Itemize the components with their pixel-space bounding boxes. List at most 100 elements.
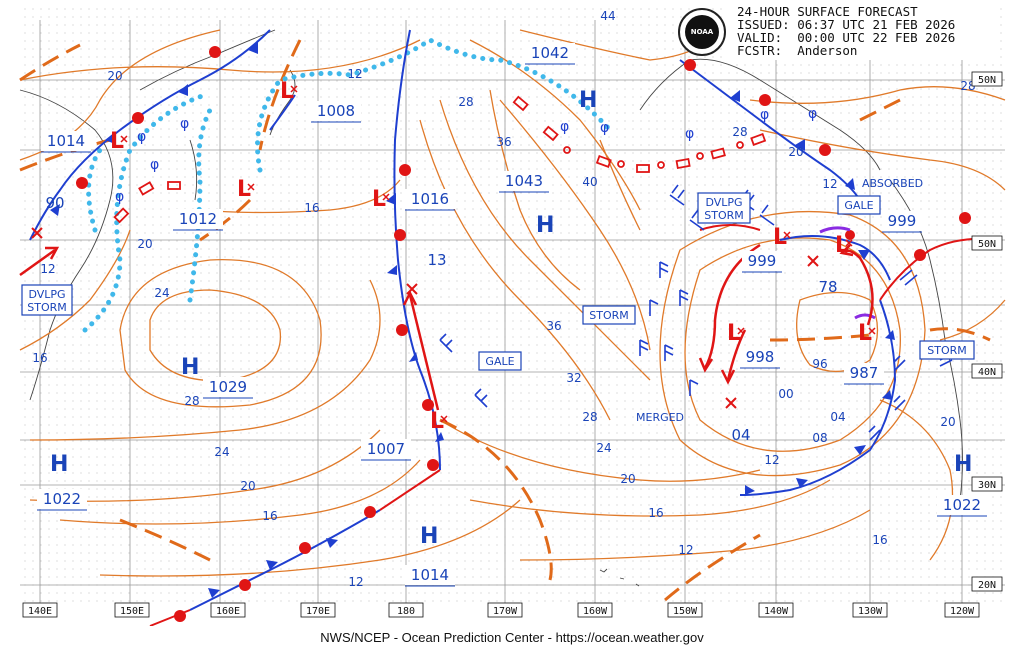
svg-text:L: L	[372, 187, 386, 212]
isobar-label: 12	[347, 67, 362, 81]
pressure-value-l: 998	[746, 348, 775, 366]
latitude-label-box	[971, 235, 1003, 251]
svg-text:H: H	[954, 452, 972, 477]
isobar-label: 24	[154, 286, 169, 300]
isobar-label: 16	[32, 351, 47, 365]
svg-text:H: H	[536, 213, 554, 238]
isobar-label: 16	[872, 533, 887, 547]
isobar-label: 20	[107, 69, 122, 83]
svg-text:φ: φ	[600, 120, 609, 136]
gale-label-center: GALE	[485, 355, 514, 368]
low-symbol-x	[120, 85, 876, 423]
svg-text:H: H	[50, 452, 68, 477]
isobar-label: 12	[764, 453, 779, 467]
gale-label-east: GALE	[844, 199, 873, 212]
svg-text:L: L	[727, 321, 741, 346]
latitude-axis: 50N 40N 30N 20N 50N	[971, 71, 1003, 592]
latitude-label: 50N	[978, 239, 996, 250]
svg-text:L: L	[110, 129, 124, 154]
dvlpg-storm-west-line2: STORM	[27, 301, 67, 314]
pressure-value-h: 1022	[943, 496, 981, 514]
isobar-label: 28	[458, 95, 473, 109]
longitude-label: 170W	[493, 606, 518, 617]
longitude-label-box	[210, 602, 246, 618]
isobar-label: 32	[566, 371, 581, 385]
latitude-label-box	[971, 363, 1003, 379]
blue-phi-symbols: φφφ φφ φ φφ φ	[115, 106, 817, 205]
pressure-value-box	[742, 251, 782, 271]
svg-text:φ: φ	[115, 189, 124, 205]
latitude-label-box	[971, 71, 1003, 87]
forecast-header: 24-HOUR SURFACE FORECAST ISSUED: 06:37 U…	[728, 2, 996, 60]
isobar-label: 04	[830, 410, 845, 424]
isobar-label: 00	[778, 387, 793, 401]
isobar-label: 24	[214, 445, 229, 459]
svg-text:L: L	[835, 233, 849, 258]
noaa-logo-text: NOAA	[685, 15, 719, 49]
pressure-value-box	[844, 363, 884, 383]
svg-text:φ: φ	[137, 129, 146, 145]
ice-edge	[82, 37, 613, 333]
longitude-label-box	[300, 602, 336, 618]
pressure-value-box	[882, 211, 922, 231]
longitude-label-box	[577, 602, 613, 618]
pressure-value-box	[203, 377, 253, 397]
pressure-value-box	[937, 495, 987, 515]
troughs	[19, 39, 991, 602]
longitude-label: 160W	[583, 606, 608, 617]
isobar-label: 12	[678, 543, 693, 557]
svg-text:L: L	[430, 409, 444, 434]
pressure-value-box	[740, 347, 780, 367]
isobar-label: 96	[812, 357, 827, 371]
isobar-label: 16	[648, 506, 663, 520]
absorbed-label: ABSORBED	[862, 177, 923, 190]
isobar-label: 40	[582, 175, 597, 189]
header-title: 24-HOUR SURFACE FORECAST	[737, 4, 918, 19]
isobar-label: 13	[427, 251, 446, 269]
isobar-label: 44	[600, 9, 615, 23]
low-center-markers	[31, 227, 819, 409]
longitude-label: 130W	[858, 606, 883, 617]
isobar-label: 90	[45, 194, 64, 212]
noaa-logo: NOAA	[678, 8, 726, 56]
pressure-value-l: 1008	[317, 102, 355, 120]
merged-label: MERGED	[636, 411, 684, 424]
pressure-value-l: 999	[888, 212, 917, 230]
header-forecaster: FCSTR: Anderson	[737, 43, 858, 58]
dvlpg-storm-west-line1: DVLPG	[28, 288, 65, 301]
pressure-values: 1029 1022 1014 1043 1042 1022 1014 1012 1008 1016…	[37, 43, 987, 587]
pressure-value-l: 1014	[47, 132, 85, 150]
latitude-label: 20N	[978, 580, 996, 591]
isobar-label: 12	[822, 177, 837, 191]
pressure-value-box	[37, 489, 87, 509]
warm-front-bumps	[76, 46, 971, 622]
latitude-label: 50N	[978, 75, 996, 86]
pressure-value-l: 987	[850, 364, 879, 382]
svg-text:L: L	[280, 79, 294, 104]
pressure-value-h: 1029	[209, 378, 247, 396]
pressure-value-box	[311, 101, 361, 121]
isobar-label: 20	[137, 237, 152, 251]
longitude-label-box	[852, 602, 888, 618]
longitude-label: 140E	[28, 606, 52, 617]
latitude-label-box	[971, 576, 1003, 592]
isobar-label: 04	[731, 426, 750, 444]
warning-labels: DVLPG STORM DVLPG STORM STORM STORM GALE…	[21, 177, 975, 424]
longitude-label: 180	[397, 606, 415, 617]
pressure-value-box	[173, 209, 223, 229]
storm-label-east: STORM	[927, 344, 967, 357]
isobar-label: 12	[348, 575, 363, 589]
isobar-values: 20 90 12 16 24 28 24 20 16 12 20 12 16 28 36 32 28 24 20 16…	[32, 9, 975, 589]
svg-text:φ: φ	[560, 119, 569, 135]
longitude-label-box	[114, 602, 150, 618]
isobar-label: 36	[546, 319, 561, 333]
longitude-label: 170E	[306, 606, 330, 617]
header-issued: ISSUED: 06:37 UTC 21 FEB 2026	[737, 17, 956, 32]
high-symbols: H H H H H H	[50, 88, 972, 549]
isobar-label: 20	[788, 145, 803, 159]
longitude-label: 120W	[950, 606, 975, 617]
svg-text:φ: φ	[685, 126, 694, 142]
pressure-value-h: 1022	[43, 490, 81, 508]
isobar-label: 20	[620, 472, 635, 486]
svg-text:L: L	[858, 321, 872, 346]
